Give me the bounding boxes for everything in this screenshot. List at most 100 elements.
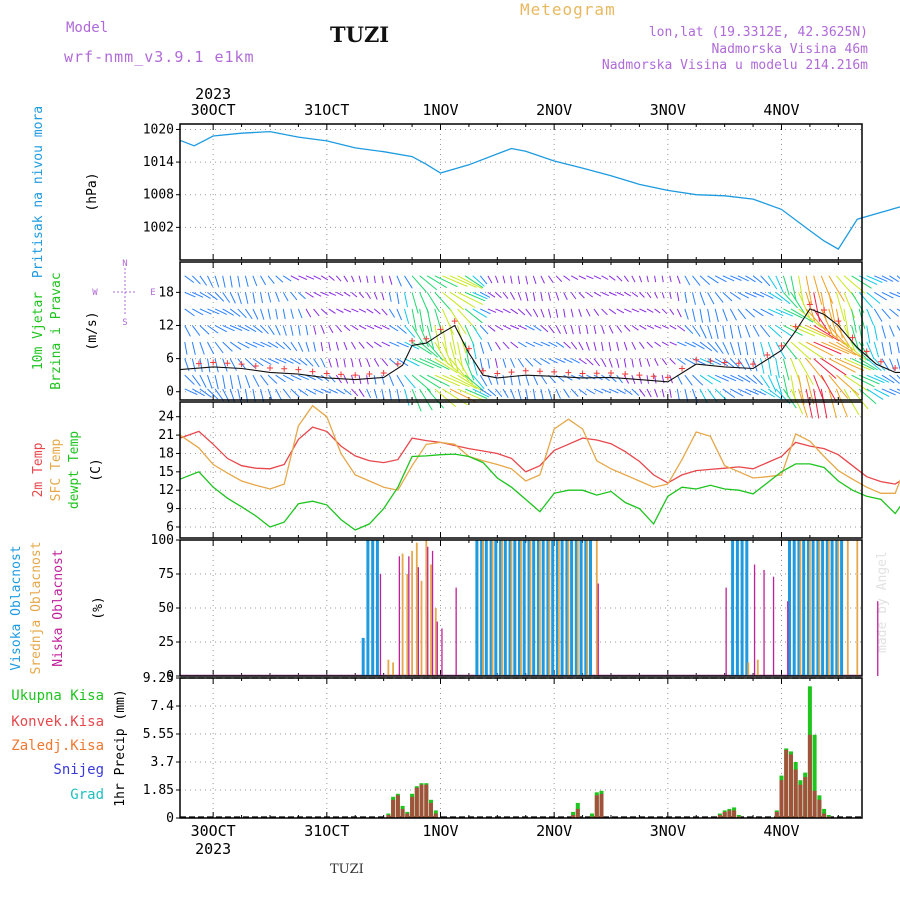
wind-gust-marker	[338, 371, 345, 378]
wind-barb	[191, 325, 201, 336]
wind-barb	[745, 388, 759, 395]
wind-barb	[343, 291, 351, 297]
wind-barb	[343, 325, 351, 332]
precip-bar	[774, 811, 779, 818]
precip-bar	[599, 793, 604, 818]
wind-barb	[813, 358, 837, 379]
y-tick-label: 18	[158, 285, 174, 300]
cloud-bar	[877, 601, 879, 676]
cloud-bar	[818, 540, 821, 676]
cloud-bar	[740, 540, 744, 676]
wind-barb	[578, 388, 588, 396]
wind-barb	[214, 341, 224, 354]
wind-barb	[532, 308, 539, 318]
wind-barb	[434, 374, 460, 387]
wind-barb	[191, 275, 201, 285]
cloud-bar	[772, 576, 775, 676]
wind-barb	[707, 325, 713, 340]
wind-barb	[396, 374, 405, 388]
wind-barb	[782, 375, 789, 398]
wind-barb	[555, 358, 566, 363]
wind-barb	[222, 325, 235, 332]
wind-barb	[449, 341, 459, 372]
wind-barb	[684, 325, 694, 335]
wind-barb	[638, 275, 643, 283]
wind-barb	[282, 292, 289, 302]
cloud-bar	[541, 540, 545, 676]
wind-barb	[616, 388, 626, 395]
wind-barb	[798, 325, 827, 338]
wind-barb	[654, 358, 659, 367]
cloud-bar	[586, 540, 589, 676]
wind-barb	[282, 388, 291, 399]
wind-barb	[608, 358, 613, 368]
wind-barb	[404, 374, 416, 389]
temp-ylabel-2m: 2m Temp	[31, 442, 46, 497]
wind-barb	[192, 291, 204, 298]
wind-barb	[775, 388, 791, 405]
wind-barb	[601, 275, 609, 280]
wind-barb	[835, 388, 848, 418]
wind-barb	[358, 308, 367, 313]
wind-barb	[866, 325, 871, 344]
bottom-day-label: 4NOV	[763, 822, 799, 840]
cloud-bar	[835, 540, 839, 676]
wind-barb	[889, 291, 900, 298]
wind-barb	[737, 341, 742, 356]
wind-barb	[472, 341, 477, 359]
wind-barb	[313, 358, 320, 368]
wind-barb	[767, 374, 777, 392]
wind-barb	[373, 325, 383, 330]
precip-bar	[717, 815, 722, 818]
wind-barb	[502, 341, 510, 350]
cloud-unit: (%)	[91, 596, 106, 619]
wind-barb	[350, 358, 354, 368]
cloud-bar	[387, 659, 390, 676]
wind-barb	[661, 308, 668, 315]
wind-barb	[866, 374, 885, 384]
wind-barb	[752, 341, 756, 355]
wind-gust-marker	[309, 368, 316, 375]
wind-barb	[267, 374, 278, 384]
wind-barb	[510, 341, 519, 349]
wind-barb	[411, 325, 425, 346]
cloud-bar	[811, 540, 815, 676]
wind-barb	[487, 388, 497, 397]
top-year-label: 2023	[195, 85, 231, 103]
wind-barb	[517, 375, 521, 386]
y-tick-label: 7.4	[151, 699, 175, 714]
wind-barb	[570, 292, 577, 300]
wind-barb	[767, 325, 782, 338]
pressure-ylabel: Pritisak na nivou mora	[31, 106, 46, 278]
wind-barb	[820, 308, 834, 337]
wind-barb	[525, 375, 530, 386]
wind-barb	[601, 358, 607, 368]
wind-barb	[517, 341, 527, 348]
wind-barb	[184, 388, 198, 396]
wind-barb	[578, 292, 585, 299]
wind-barb	[790, 292, 806, 315]
wind-barb	[199, 291, 211, 299]
wind-barb	[608, 308, 617, 315]
wind-barb	[335, 358, 339, 368]
wind-barb	[525, 308, 532, 317]
cloud-bar	[816, 540, 820, 676]
wind-barb	[305, 291, 314, 298]
wind-barb	[540, 374, 548, 385]
wind-barb	[275, 275, 284, 283]
wind-barb	[805, 388, 813, 419]
wind-barb	[881, 291, 894, 299]
wind-barb	[699, 358, 715, 365]
cloud-bar	[560, 540, 564, 676]
cloud-bar	[756, 659, 759, 676]
top-day-label: 2NOV	[536, 101, 572, 119]
cloud-bar	[797, 540, 801, 676]
wind-barb	[298, 275, 308, 280]
wind-barb	[472, 308, 488, 318]
wind-barb	[479, 374, 488, 387]
wind-barb	[464, 308, 483, 324]
wind-barb	[692, 374, 704, 386]
wind-barb	[593, 325, 597, 335]
panel-border	[179, 261, 863, 401]
cloud-bar	[489, 540, 493, 676]
